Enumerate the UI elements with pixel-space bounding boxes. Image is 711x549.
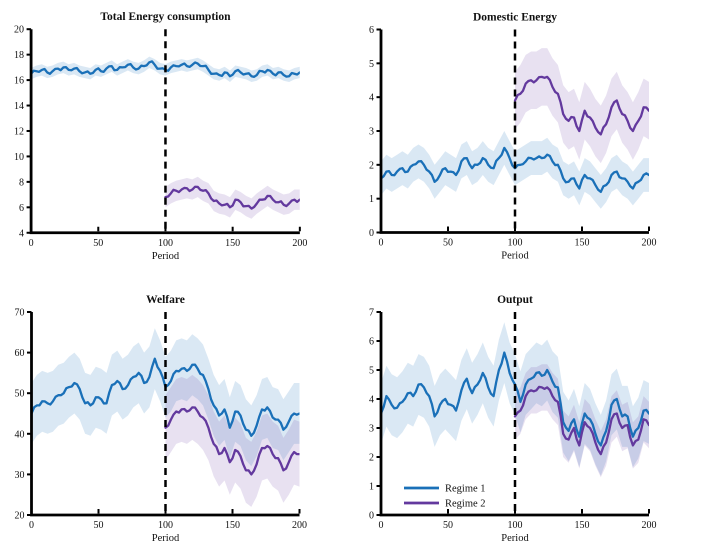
legend-label-regime2: Regime 2 xyxy=(445,499,486,510)
x-tick-label: 200 xyxy=(642,520,657,531)
x-tick-label: 150 xyxy=(225,520,240,531)
y-tick-label: 70 xyxy=(15,308,25,319)
x-tick-label: 100 xyxy=(508,520,523,531)
y-tick-label: 0 xyxy=(369,228,374,239)
series-line-regime2 xyxy=(164,406,300,476)
x-axis-label: Period xyxy=(501,251,529,262)
y-tick-label: 5 xyxy=(369,366,374,377)
x-tick-label: 150 xyxy=(575,520,590,531)
chart-total-energy-consumption-svg: 0 50 100 150 200 4 6 8 10 12 14 16 18 20 Total Energy … xyxy=(14,11,307,262)
x-tick-label: 50 xyxy=(93,238,103,249)
y-tick-label: 8 xyxy=(19,177,24,188)
y-tick-label: 3 xyxy=(369,424,374,435)
x-tick-label: 50 xyxy=(443,520,453,531)
y-tick-label: 3 xyxy=(369,127,374,138)
chart-output-svg: 0 50 100 150 200 0 1 2 3 4 5 6 7 Output Period Regime 1… xyxy=(369,294,657,544)
x-tick-label: 0 xyxy=(379,238,384,249)
y-tick-label: 1 xyxy=(369,482,374,493)
y-tick-label: 6 xyxy=(19,203,24,214)
chart-title: Total Energy consumption xyxy=(100,11,231,23)
legend: Regime 1 Regime 2 xyxy=(404,484,486,510)
y-tick-label: 60 xyxy=(15,348,25,359)
chart-domestic-energy-svg: 0 50 100 150 200 0 1 2 3 4 5 6 Domestic Energy Period xyxy=(369,12,657,262)
chart-welfare: 0 50 100 150 200 20 30 40 50 60 70 Welfare Period xyxy=(0,275,356,549)
x-tick-label: 0 xyxy=(379,520,384,531)
x-axis-label: Period xyxy=(501,533,529,544)
y-tick-label: 0 xyxy=(369,511,374,522)
confidence-band-regime2 xyxy=(165,374,300,507)
chart-title: Output xyxy=(497,294,533,306)
x-tick-label: 150 xyxy=(575,238,590,249)
y-tick-label: 4 xyxy=(369,93,374,104)
series-line-regime2 xyxy=(513,75,649,136)
x-tick-label: 50 xyxy=(443,238,453,249)
x-tick-label: 0 xyxy=(29,520,34,531)
y-tick-label: 16 xyxy=(14,76,24,87)
x-tick-label: 200 xyxy=(292,238,307,249)
series-line-regime2 xyxy=(513,385,649,456)
x-tick-label: 0 xyxy=(29,238,34,249)
x-axis-label: Period xyxy=(152,533,180,544)
confidence-band-regime2 xyxy=(165,176,300,219)
x-tick-label: 100 xyxy=(508,238,523,249)
x-tick-label: 50 xyxy=(94,520,104,531)
y-tick-label: 20 xyxy=(14,25,24,36)
y-tick-label: 7 xyxy=(369,308,374,319)
confidence-band-regime1 xyxy=(381,131,649,209)
x-tick-label: 100 xyxy=(158,238,173,249)
y-tick-label: 6 xyxy=(369,25,374,36)
y-tick-label: 18 xyxy=(14,50,24,61)
y-tick-label: 5 xyxy=(369,59,374,70)
chart-welfare-svg: 0 50 100 150 200 20 30 40 50 60 70 Welfare Period xyxy=(15,294,308,544)
y-tick-label: 2 xyxy=(369,160,374,171)
y-tick-label: 2 xyxy=(369,453,374,464)
x-tick-label: 150 xyxy=(225,238,240,249)
x-tick-label: 200 xyxy=(642,238,657,249)
series-line-regime2 xyxy=(164,185,300,210)
x-tick-label: 200 xyxy=(292,520,307,531)
y-tick-label: 1 xyxy=(369,194,374,205)
x-axis-label: Period xyxy=(152,251,180,262)
y-tick-label: 20 xyxy=(15,511,25,522)
chart-title: Welfare xyxy=(146,294,185,306)
chart-output: 0 50 100 150 200 0 1 2 3 4 5 6 7 Output Period Regime 1… xyxy=(356,275,711,549)
y-tick-label: 14 xyxy=(14,101,24,112)
chart-title: Domestic Energy xyxy=(473,12,557,24)
y-tick-label: 50 xyxy=(15,389,25,400)
y-tick-label: 6 xyxy=(369,337,374,348)
y-tick-label: 40 xyxy=(15,429,25,440)
y-tick-label: 10 xyxy=(14,152,24,163)
chart-domestic-energy: 0 50 100 150 200 0 1 2 3 4 5 6 Domestic Energy Period xyxy=(356,0,711,275)
y-tick-label: 4 xyxy=(19,228,24,239)
y-tick-label: 4 xyxy=(369,395,374,406)
y-tick-label: 12 xyxy=(14,126,24,137)
chart-total-energy-consumption: 0 50 100 150 200 4 6 8 10 12 14 16 18 20 Total Energy … xyxy=(0,0,356,275)
legend-label-regime1: Regime 1 xyxy=(445,484,486,495)
x-tick-label: 100 xyxy=(158,520,173,531)
y-tick-label: 30 xyxy=(15,470,25,481)
